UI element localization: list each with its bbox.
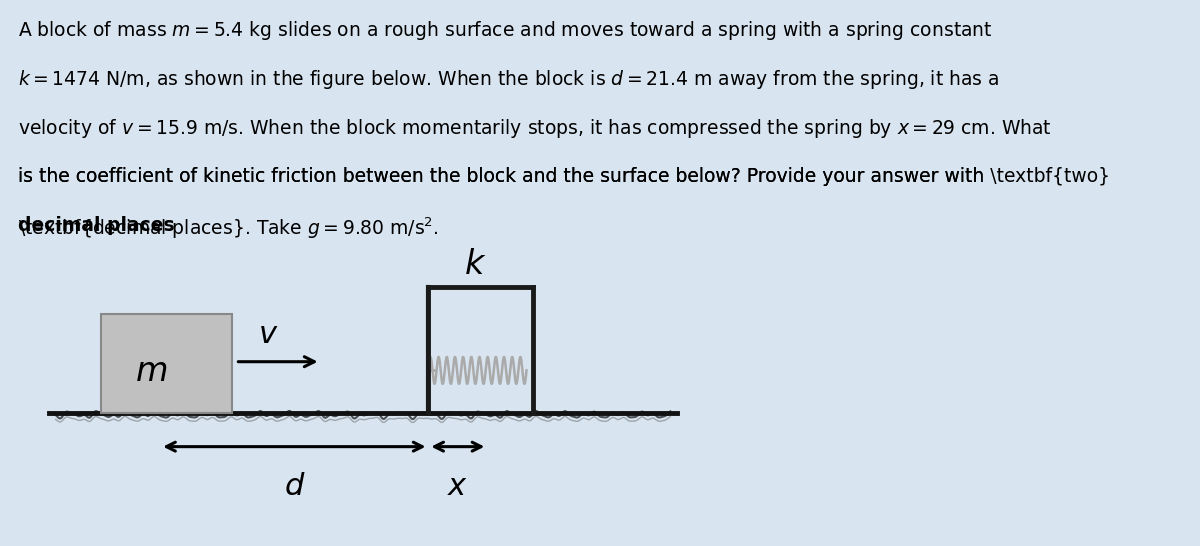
Text: $m$: $m$ bbox=[134, 355, 167, 388]
Text: $d$: $d$ bbox=[283, 471, 305, 502]
Text: decimal places: decimal places bbox=[18, 216, 175, 235]
Text: A block of mass $m = 5.4$ kg slides on a rough surface and moves toward a spring: A block of mass $m = 5.4$ kg slides on a… bbox=[18, 19, 992, 42]
Text: $x$: $x$ bbox=[448, 471, 468, 502]
Text: is the coefficient of kinetic friction between the block and the surface below? : is the coefficient of kinetic friction b… bbox=[18, 167, 990, 186]
Text: $k = 1474$ N/m, as shown in the figure below. When the block is $d = 21.4$ m awa: $k = 1474$ N/m, as shown in the figure b… bbox=[18, 68, 1000, 91]
Bar bbox=[102, 314, 233, 413]
Text: velocity of $v = 15.9$ m/s. When the block momentarily stops, it has compressed : velocity of $v = 15.9$ m/s. When the blo… bbox=[18, 117, 1052, 140]
Text: \textbf{decimal places}. Take $g = 9.80$ m/s$^2$.: \textbf{decimal places}. Take $g = 9.80$… bbox=[18, 216, 439, 241]
Text: is the coefficient of kinetic friction between the block and the surface below? : is the coefficient of kinetic friction b… bbox=[18, 167, 1110, 186]
Text: $v$: $v$ bbox=[258, 319, 278, 350]
Text: $k$: $k$ bbox=[464, 248, 487, 281]
